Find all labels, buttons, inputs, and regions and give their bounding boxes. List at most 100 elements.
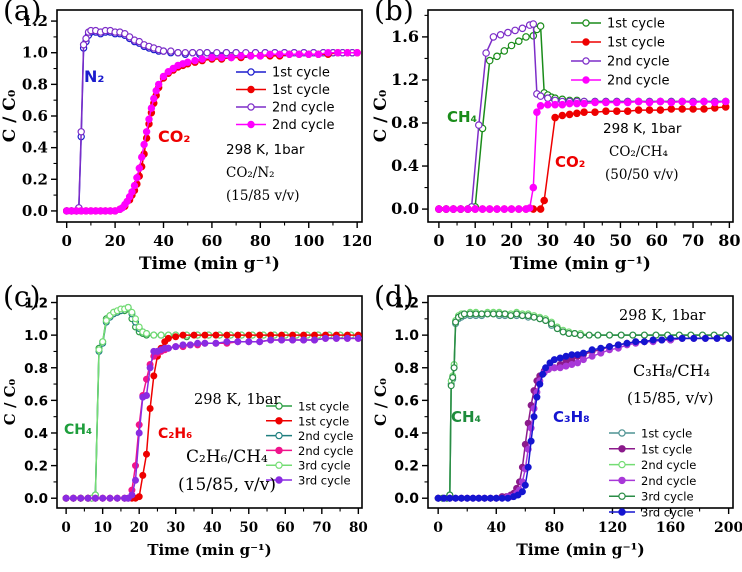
svg-text:(50/50 v/v): (50/50 v/v) (605, 167, 679, 183)
svg-text:Time (min g⁻¹): Time (min g⁻¹) (139, 254, 280, 274)
svg-text:298 K, 1bar: 298 K, 1bar (603, 121, 682, 137)
svg-text:100: 100 (293, 232, 324, 250)
svg-text:60: 60 (201, 232, 222, 250)
svg-text:3rd cycle: 3rd cycle (298, 474, 351, 488)
svg-text:1st cycle: 1st cycle (298, 414, 349, 428)
svg-text:CH₄: CH₄ (447, 108, 477, 126)
svg-text:0.4: 0.4 (22, 139, 48, 157)
svg-text:0.6: 0.6 (22, 107, 48, 125)
svg-text:80: 80 (545, 520, 565, 536)
svg-text:3rd cycle: 3rd cycle (641, 490, 694, 504)
svg-text:Time (min g⁻¹): Time (min g⁻¹) (516, 540, 645, 559)
svg-text:200: 200 (714, 520, 742, 536)
svg-text:N₂: N₂ (84, 67, 104, 86)
svg-text:2nd cycle: 2nd cycle (272, 101, 335, 116)
svg-text:160: 160 (656, 520, 685, 536)
svg-text:20: 20 (130, 520, 149, 536)
svg-text:(15/85, v/v): (15/85, v/v) (178, 475, 276, 495)
svg-text:CH₄: CH₄ (64, 422, 92, 438)
chart-b: 0 10 20 30 40 50 60 70 80 0.0 0.4 0.8 1.2 1.6 Time (mi… (371, 9, 741, 274)
panel-a: (a) 0 20 40 60 80 100 120 0.0 0.2 0.4 0.6 0.8 1.0 1.2… (0, 0, 371, 286)
chart-c: 0 10 20 30 40 50 60 70 80 0.0 0.2 0.4 0.6 0.8 1.0 1.2 Ti… (1, 295, 368, 559)
chart-a: 0 20 40 60 80 100 120 0.0 0.2 0.4 0.6 0.8 1.0 1.2 Time… (0, 9, 371, 274)
panel-label-d: (d) (374, 280, 414, 313)
svg-text:1.0: 1.0 (24, 328, 48, 344)
svg-text:0.8: 0.8 (391, 113, 419, 132)
svg-text:2nd cycle: 2nd cycle (607, 74, 670, 89)
panel-c: (c) 0 10 20 30 40 50 60 70 80 0.0 0.2 0.4 0.6 0.8 1.0 1… (0, 280, 371, 572)
svg-text:1st cycle: 1st cycle (298, 400, 349, 414)
svg-text:0.2: 0.2 (22, 170, 48, 188)
svg-text:2nd cycle: 2nd cycle (641, 474, 696, 488)
svg-text:1st cycle: 1st cycle (272, 83, 330, 98)
svg-text:2nd cycle: 2nd cycle (272, 118, 335, 133)
svg-text:0: 0 (433, 231, 444, 250)
svg-text:CO₂/CH₄: CO₂/CH₄ (609, 144, 668, 160)
svg-text:0.2: 0.2 (24, 459, 48, 475)
panel-label-c: (c) (3, 280, 41, 313)
chart-d: 0 40 80 120 160 200 0.0 0.2 0.4 0.6 0.8 1.0 1.2 Time … (371, 295, 742, 559)
svg-text:(15/85 v/v): (15/85 v/v) (226, 188, 300, 204)
svg-text:50: 50 (609, 231, 631, 250)
svg-text:C₃H₈/CH₄: C₃H₈/CH₄ (633, 361, 710, 380)
svg-text:0: 0 (61, 232, 71, 250)
svg-text:2nd cycle: 2nd cycle (298, 444, 353, 458)
svg-text:0.4: 0.4 (24, 426, 48, 442)
svg-text:0: 0 (61, 520, 70, 536)
svg-text:50: 50 (239, 520, 258, 536)
svg-text:120: 120 (598, 520, 627, 536)
svg-text:20: 20 (500, 231, 522, 250)
svg-text:70: 70 (312, 520, 331, 536)
svg-text:30: 30 (166, 520, 185, 536)
svg-text:1st cycle: 1st cycle (607, 17, 665, 32)
svg-text:0.8: 0.8 (22, 75, 48, 93)
svg-text:1st cycle: 1st cycle (641, 427, 692, 441)
svg-text:60: 60 (276, 520, 295, 536)
svg-text:0.4: 0.4 (394, 426, 419, 442)
svg-text:40: 40 (573, 231, 595, 250)
svg-text:298 K, 1bar: 298 K, 1bar (226, 142, 305, 158)
svg-text:298 K, 1bar: 298 K, 1bar (194, 392, 280, 408)
svg-text:1st cycle: 1st cycle (272, 66, 330, 81)
svg-text:C / C₀: C / C₀ (0, 90, 20, 143)
panel-label-a: (a) (3, 0, 42, 27)
svg-text:0.0: 0.0 (22, 202, 48, 220)
svg-text:2nd cycle: 2nd cycle (607, 55, 670, 70)
svg-text:1.2: 1.2 (24, 296, 48, 312)
svg-text:1st cycle: 1st cycle (607, 36, 665, 51)
panel-label-b: (b) (374, 0, 414, 27)
svg-text:C / C₀: C / C₀ (371, 378, 390, 426)
svg-text:1.0: 1.0 (394, 328, 419, 344)
svg-text:1.2: 1.2 (394, 296, 419, 312)
svg-text:80: 80 (349, 520, 368, 536)
svg-text:0.8: 0.8 (394, 361, 419, 377)
panel-d: (d) 0 40 80 120 160 200 0.0 0.2 0.4 0.6 0.8 1.0 1.2 T… (371, 280, 742, 572)
svg-text:298 K, 1bar: 298 K, 1bar (619, 308, 705, 324)
svg-text:0.8: 0.8 (24, 361, 48, 377)
svg-text:2nd cycle: 2nd cycle (298, 429, 353, 443)
svg-text:C / C₀: C / C₀ (1, 378, 19, 425)
svg-text:10: 10 (93, 520, 112, 536)
svg-text:2nd cycle: 2nd cycle (641, 458, 696, 472)
svg-text:Time (min g⁻¹): Time (min g⁻¹) (510, 254, 651, 274)
svg-text:CO₂: CO₂ (158, 127, 190, 146)
svg-text:120: 120 (342, 232, 371, 250)
svg-text:C₃H₈: C₃H₈ (553, 408, 590, 426)
svg-text:1st cycle: 1st cycle (641, 442, 692, 456)
svg-text:C₂H₆: C₂H₆ (158, 426, 192, 442)
svg-text:0.0: 0.0 (394, 491, 419, 507)
svg-text:80: 80 (718, 231, 740, 250)
svg-text:70: 70 (682, 231, 704, 250)
svg-text:1.2: 1.2 (391, 70, 419, 89)
svg-text:3rd cycle: 3rd cycle (298, 459, 351, 473)
svg-text:3rd cycle: 3rd cycle (641, 506, 694, 520)
panel-b: (b) 0 10 20 30 40 50 60 70 80 0.0 0.4 0.8 1.2 1.6 Time… (371, 0, 742, 286)
svg-text:80: 80 (250, 232, 271, 250)
svg-text:0.6: 0.6 (394, 393, 419, 409)
svg-text:1.6: 1.6 (391, 27, 419, 46)
svg-text:60: 60 (646, 231, 668, 250)
svg-text:30: 30 (537, 231, 559, 250)
svg-text:0.0: 0.0 (24, 491, 48, 507)
svg-text:20: 20 (105, 232, 126, 250)
